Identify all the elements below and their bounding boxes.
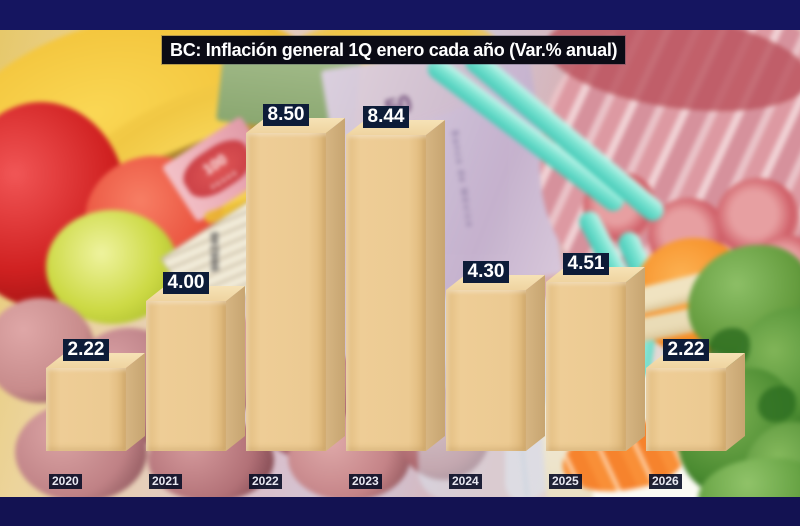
year-label-2025: 2025	[549, 474, 582, 489]
year-label-2024: 2024	[449, 474, 482, 489]
value-label-text: 2.22	[62, 339, 110, 361]
bar-2021-side-face	[226, 286, 245, 451]
value-label-text: 8.50	[262, 104, 310, 126]
value-label-text: 4.51	[562, 253, 610, 275]
value-label-text: 8.44	[362, 106, 410, 128]
bar-2020-side-face	[126, 353, 145, 451]
bar-2023	[346, 135, 426, 451]
year-label-2020: 2020	[49, 474, 82, 489]
bar-2022-side-face	[326, 118, 345, 451]
value-label-text: 4.00	[162, 272, 210, 294]
value-label-text: 4.30	[462, 261, 510, 283]
bar-2024-side-face	[526, 275, 545, 451]
year-label-2023: 2023	[349, 474, 382, 489]
parsley-photo	[758, 386, 796, 422]
bar-2026	[646, 368, 726, 451]
value-label-2020: 2.22	[36, 339, 136, 361]
value-label-2021: 4.00	[136, 272, 236, 294]
bar-2020	[46, 368, 126, 451]
value-label-2023: 8.44	[336, 106, 436, 128]
value-label-2024: 4.30	[436, 261, 536, 283]
value-label-2026: 2.22	[636, 339, 736, 361]
bar-2022	[246, 133, 326, 451]
value-label-2025: 4.51	[536, 253, 636, 275]
frame-top-border	[0, 0, 800, 30]
value-label-text: 2.22	[662, 339, 710, 361]
bar-2024	[446, 290, 526, 451]
value-label-2022: 8.50	[236, 104, 336, 126]
chart-title: BC: Inflación general 1Q enero cada año …	[162, 36, 626, 64]
year-label-2026: 2026	[649, 474, 682, 489]
year-label-2022: 2022	[249, 474, 282, 489]
bar-2021	[146, 301, 226, 451]
frame-bottom-border	[0, 497, 800, 526]
year-label-2021: 2021	[149, 474, 182, 489]
bar-2023-side-face	[426, 120, 445, 451]
bar-2025-side-face	[626, 267, 645, 451]
bar-2025	[546, 282, 626, 451]
bar-2026-side-face	[726, 353, 745, 451]
